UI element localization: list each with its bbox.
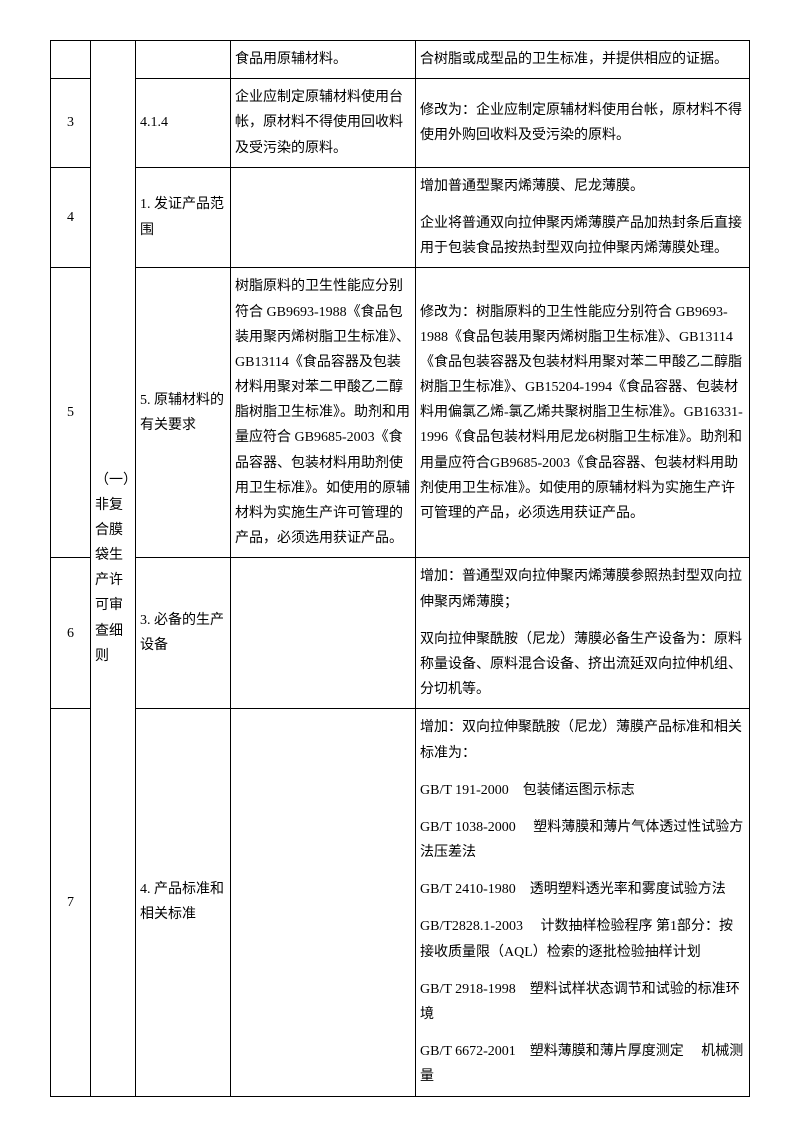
original-cell (231, 167, 416, 268)
change-cell: 修改为：树脂原料的卫生性能应分别符合 GB9693-1988《食品包装用聚丙烯树… (416, 268, 750, 558)
original-cell: 树脂原料的卫生性能应分别符合 GB9693-1988《食品包装用聚丙烯树脂卫生标… (231, 268, 416, 558)
original-cell: 食品用原辅材料。 (231, 41, 416, 79)
change-para: GB/T 2410-1980 透明塑料透光率和雾度试验方法 (420, 877, 745, 902)
row-number: 5 (51, 268, 91, 558)
section-cell: 1. 发证产品范围 (136, 167, 231, 268)
change-para: GB/T2828.1-2003 计数抽样检验程序 第1部分：按接收质量限（AQL… (420, 914, 745, 964)
change-para: 增加普通型聚丙烯薄膜、尼龙薄膜。 (420, 174, 745, 199)
table-row: 7 4. 产品标准和相关标准 增加：双向拉伸聚酰胺（尼龙）薄膜产品标准和相关标准… (51, 709, 750, 1096)
change-para: 双向拉伸聚酰胺（尼龙）薄膜必备生产设备为：原料称量设备、原料混合设备、挤出流延双… (420, 627, 745, 703)
table-row: 5 5. 原辅材料的有关要求 树脂原料的卫生性能应分别符合 GB9693-198… (51, 268, 750, 558)
table-row: 4 1. 发证产品范围 增加普通型聚丙烯薄膜、尼龙薄膜。 企业将普通双向拉伸聚丙… (51, 167, 750, 268)
original-cell (231, 709, 416, 1096)
section-cell (136, 41, 231, 79)
section-cell: 5. 原辅材料的有关要求 (136, 268, 231, 558)
change-cell: 增加普通型聚丙烯薄膜、尼龙薄膜。 企业将普通双向拉伸聚丙烯薄膜产品加热封条后直接… (416, 167, 750, 268)
change-para: GB/T 2918-1998 塑料试样状态调节和试验的标准环境 (420, 977, 745, 1027)
change-para: 企业将普通双向拉伸聚丙烯薄膜产品加热封条后直接用于包装食品按热封型双向拉伸聚丙烯… (420, 211, 745, 261)
change-cell: 增加：双向拉伸聚酰胺（尼龙）薄膜产品标准和相关标准为： GB/T 191-200… (416, 709, 750, 1096)
change-cell: 合树脂或成型品的卫生标准，并提供相应的证据。 (416, 41, 750, 79)
section-cell: 4. 产品标准和相关标准 (136, 709, 231, 1096)
row-number: 4 (51, 167, 91, 268)
row-number: 3 (51, 79, 91, 168)
change-para: 增加：双向拉伸聚酰胺（尼龙）薄膜产品标准和相关标准为： (420, 715, 745, 765)
row-number: 7 (51, 709, 91, 1096)
category-cell: （一）非复合膜袋生产许可审查细则 (91, 41, 136, 1097)
change-cell: 增加：普通型双向拉伸聚丙烯薄膜参照热封型双向拉伸聚丙烯薄膜； 双向拉伸聚酰胺（尼… (416, 558, 750, 709)
table-row: （一）非复合膜袋生产许可审查细则 食品用原辅材料。 合树脂或成型品的卫生标准，并… (51, 41, 750, 79)
original-cell (231, 558, 416, 709)
change-cell: 修改为：企业应制定原辅材料使用台帐，原材料不得使用外购回收料及受污染的原料。 (416, 79, 750, 168)
change-para: 增加：普通型双向拉伸聚丙烯薄膜参照热封型双向拉伸聚丙烯薄膜； (420, 564, 745, 614)
change-para: GB/T 191-2000 包装储运图示标志 (420, 778, 745, 803)
change-para: GB/T 6672-2001 塑料薄膜和薄片厚度测定 机械测量 (420, 1039, 745, 1089)
row-number (51, 41, 91, 79)
section-cell: 3. 必备的生产设备 (136, 558, 231, 709)
regulation-table: （一）非复合膜袋生产许可审查细则 食品用原辅材料。 合树脂或成型品的卫生标准，并… (50, 40, 750, 1097)
table-row: 3 4.1.4 企业应制定原辅材料使用台帐，原材料不得使用回收料及受污染的原料。… (51, 79, 750, 168)
section-cell: 4.1.4 (136, 79, 231, 168)
original-cell: 企业应制定原辅材料使用台帐，原材料不得使用回收料及受污染的原料。 (231, 79, 416, 168)
table-row: 6 3. 必备的生产设备 增加：普通型双向拉伸聚丙烯薄膜参照热封型双向拉伸聚丙烯… (51, 558, 750, 709)
row-number: 6 (51, 558, 91, 709)
change-para: GB/T 1038-2000 塑料薄膜和薄片气体透过性试验方法压差法 (420, 815, 745, 865)
